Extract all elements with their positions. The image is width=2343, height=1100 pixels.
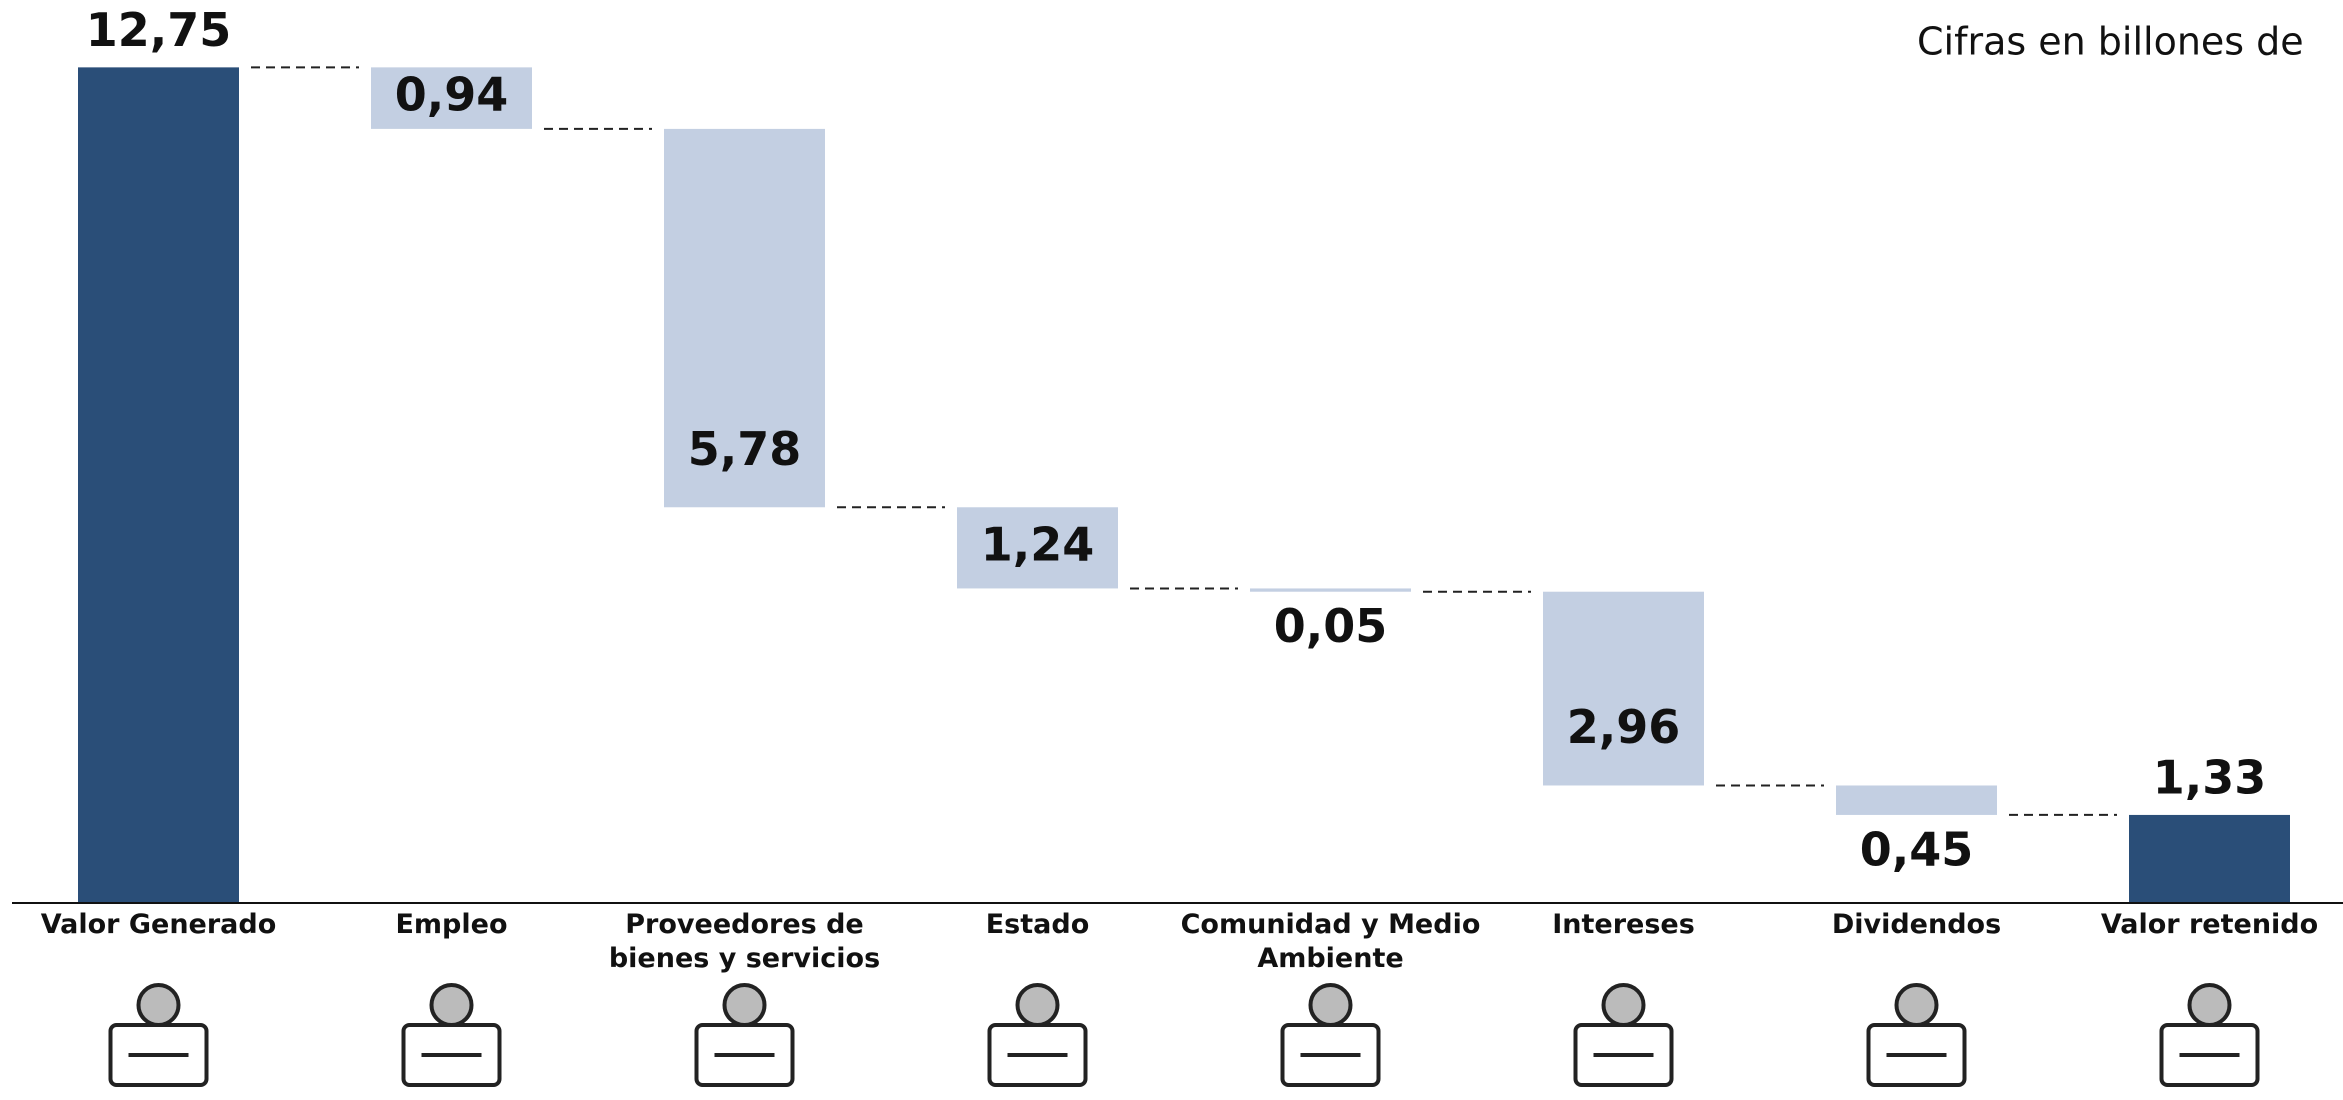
value-label: 1,24 (981, 517, 1095, 571)
x-label-box: Intereses (1474, 908, 1774, 988)
subtitle: Cifras en billones de (1917, 20, 2304, 64)
icon (990, 985, 1086, 1085)
value-label: 5,78 (688, 422, 802, 476)
value-label: 0,94 (395, 68, 509, 122)
x-tick-label: Dividendos (1767, 908, 2067, 942)
x-tick-label: Empleo (302, 908, 602, 942)
x-label-box: Proveedores de bienes y servicios (595, 908, 895, 988)
x-tick-label: Valor Generado (9, 908, 309, 942)
icon (1283, 985, 1379, 1085)
x-tick-label: Proveedores de bienes y servicios (595, 908, 895, 976)
value-label: 0,05 (1274, 599, 1388, 653)
bar (1250, 588, 1411, 591)
x-label-box: Estado (888, 908, 1188, 988)
value-label: 0,45 (1860, 822, 1974, 876)
icon-head (725, 985, 765, 1025)
bar (1543, 592, 1704, 786)
icon-head (1311, 985, 1351, 1025)
icon-head (432, 985, 472, 1025)
value-label: 12,75 (86, 3, 232, 57)
value-label: 2,96 (1567, 700, 1681, 754)
icon (697, 985, 793, 1085)
x-label-box: Valor Generado (9, 908, 309, 988)
icon-head (2190, 985, 2230, 1025)
x-label-box: Comunidad y Medio Ambiente (1181, 908, 1481, 988)
x-label-box: Empleo (302, 908, 602, 988)
x-tick-label: Valor retenido (2060, 908, 2343, 942)
bar (78, 67, 239, 902)
icon (1869, 985, 1965, 1085)
x-label-box: Valor retenido (2060, 908, 2343, 988)
icon-head (1604, 985, 1644, 1025)
icon (111, 985, 207, 1085)
x-label-box: Dividendos (1767, 908, 2067, 988)
x-tick-label: Intereses (1474, 908, 1774, 942)
bar (1836, 785, 1997, 814)
icon-head (1018, 985, 1058, 1025)
icon (1576, 985, 1672, 1085)
icon-head (139, 985, 179, 1025)
bar (2129, 815, 2290, 902)
icon-head (1897, 985, 1937, 1025)
x-tick-label: Estado (888, 908, 1188, 942)
value-label: 1,33 (2153, 750, 2267, 804)
x-tick-label: Comunidad y Medio Ambiente (1181, 908, 1481, 976)
icon (404, 985, 500, 1085)
icon (2162, 985, 2258, 1085)
